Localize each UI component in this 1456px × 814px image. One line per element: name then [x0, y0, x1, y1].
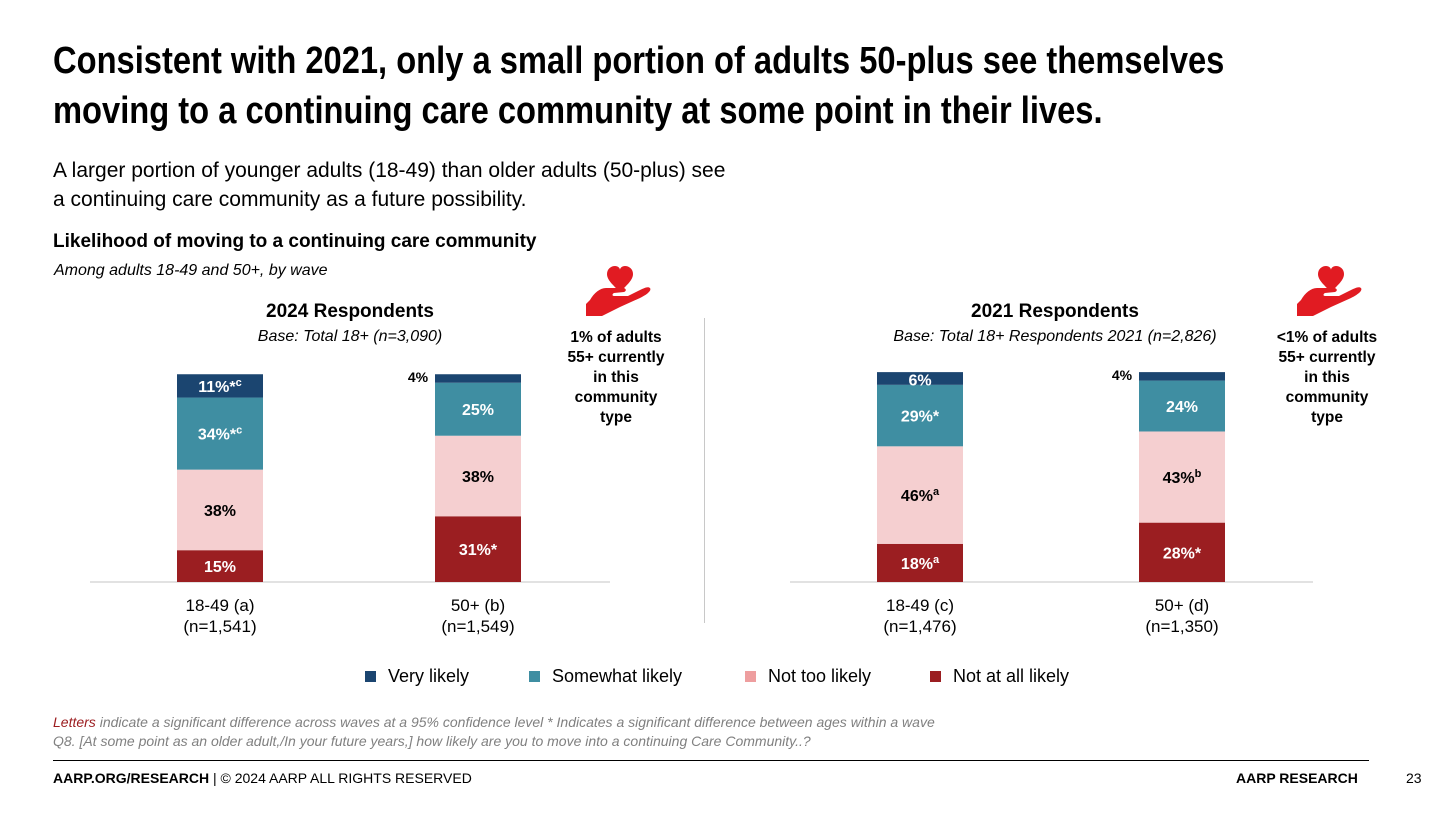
data-label: 25%	[462, 402, 494, 419]
footnote-question: Q8. [At some point as an older adult,/In…	[53, 733, 811, 749]
legend-label: Not too likely	[768, 666, 872, 686]
data-label: 4%	[1112, 367, 1133, 383]
category-n-label: (n=1,476)	[883, 617, 956, 636]
legend-label: Somewhat likely	[552, 666, 683, 686]
category-n-label: (n=1,549)	[441, 617, 514, 636]
legend-item-not-at-all-likely: Not at all likely	[930, 666, 1069, 687]
callout-line: <1% of adults	[1276, 329, 1378, 346]
data-label: 18%a	[901, 554, 940, 573]
data-label: 24%	[1166, 399, 1198, 416]
category-n-label: (n=1,350)	[1145, 617, 1218, 636]
category-n-label: (n=1,541)	[183, 617, 256, 636]
footnote-letters: Letters	[53, 714, 96, 730]
legend-swatch-somewhat-likely	[529, 671, 540, 682]
callout-line: 1% of adults	[570, 329, 662, 346]
data-label: 34%*c	[198, 425, 242, 444]
bar-segment-not-too-likely	[435, 435, 521, 517]
bar-segment-very-likely	[1139, 372, 1225, 381]
chart-2021: 18%a 46%a 29%* 6% 18-49 (c) (n=1,476) 28%* 43%b…	[790, 367, 1313, 636]
bar-segment-very-likely	[177, 374, 263, 398]
data-label: 46%a	[901, 486, 940, 505]
callout-line: type	[1311, 409, 1343, 426]
bar-segment-not-too-likely	[877, 446, 963, 544]
category-label: 18-49 (a)	[186, 596, 255, 615]
data-label: 38%	[204, 503, 236, 520]
data-label: 6%	[908, 372, 931, 389]
chart-subheading: Among adults 18-49 and 50+, by wave	[54, 262, 328, 279]
footnote-significance: Letters indicate a significant differenc…	[53, 714, 935, 730]
callout-line: in this	[1304, 369, 1350, 386]
footer-copyright: AARP.ORG/RESEARCH | © 2024 AARP ALL RIGH…	[53, 770, 472, 786]
data-label: 43%b	[1163, 468, 1202, 487]
bar-segment-not-too-likely	[1139, 431, 1225, 523]
page-subtitle: A larger portion of younger adults (18-4…	[53, 156, 725, 214]
bar-segment-very-likely	[435, 374, 521, 383]
bar-segment-somewhat-likely	[435, 382, 521, 436]
title-line-2: moving to a continuing care community at…	[53, 90, 1103, 132]
callout-line: 55+ currently	[1278, 349, 1376, 366]
footer-rule	[53, 760, 1369, 761]
chart-heading: Likelihood of moving to a continuing car…	[53, 231, 537, 252]
heart-hand-icon	[1297, 266, 1362, 316]
legend-label: Very likely	[388, 666, 470, 686]
data-label: 38%	[462, 469, 494, 486]
callout-line: 55+ currently	[567, 349, 665, 366]
legend-swatch-very-likely	[365, 671, 376, 682]
legend-label: Not at all likely	[953, 666, 1070, 686]
bar-segment-somewhat-likely	[177, 397, 263, 470]
bar-segment-not-at-all-likely	[877, 543, 963, 582]
data-label: 28%*	[1163, 545, 1202, 562]
bar-segment-not-too-likely	[177, 469, 263, 551]
panel-title-2021: 2021 Respondents	[971, 301, 1139, 322]
subtitle-line-2: a continuing care community as a future …	[53, 188, 527, 211]
footnote-significance-text: indicate a significant difference across…	[95, 714, 935, 730]
callout-line: in this	[593, 369, 639, 386]
data-label: 4%	[408, 369, 429, 385]
footer-brand: AARP RESEARCH	[1236, 770, 1358, 786]
callout-line: type	[600, 409, 632, 426]
data-label: 29%*	[901, 409, 940, 426]
panel-title-2024: 2024 Respondents	[266, 301, 434, 322]
page-number: 23	[1406, 770, 1422, 786]
title-line-1: Consistent with 2021, only a small porti…	[53, 40, 1225, 82]
legend-item-somewhat-likely: Somewhat likely	[529, 666, 682, 687]
legend-item-very-likely: Very likely	[365, 666, 469, 687]
callout-2021: <1% of adults 55+ currently in this comm…	[1267, 328, 1387, 428]
bar-segment-not-at-all-likely	[1139, 522, 1225, 582]
category-label: 18-49 (c)	[886, 596, 954, 615]
panel-divider	[704, 318, 705, 623]
heart-hand-icon	[586, 266, 651, 316]
bar-segment-somewhat-likely	[877, 384, 963, 447]
footer-copyright-text: | © 2024 AARP ALL RIGHTS RESERVED	[209, 770, 472, 786]
legend-swatch-not-too-likely	[745, 671, 756, 682]
data-label: 11%*c	[198, 377, 242, 396]
bar-segment-very-likely	[877, 372, 963, 385]
bar-segment-not-at-all-likely	[177, 550, 263, 582]
data-label: 15%	[204, 559, 236, 576]
bar-segment-somewhat-likely	[1139, 380, 1225, 432]
category-label: 50+ (b)	[451, 596, 505, 615]
callout-2024: 1% of adults 55+ currently in this commu…	[556, 328, 676, 428]
category-label: 50+ (d)	[1155, 596, 1209, 615]
footer-site-link[interactable]: AARP.ORG/RESEARCH	[53, 770, 210, 786]
panel-base-2024: Base: Total 18+ (n=3,090)	[257, 328, 443, 345]
subtitle-line-1: A larger portion of younger adults (18-4…	[53, 159, 726, 182]
data-label: 31%*	[459, 542, 498, 559]
bar-segment-not-at-all-likely	[435, 516, 521, 582]
callout-line: community	[1285, 389, 1369, 406]
callout-line: community	[574, 389, 658, 406]
panel-base-2021: Base: Total 18+ Respondents 2021 (n=2,82…	[893, 328, 1217, 345]
legend-item-not-too-likely: Not too likely	[745, 666, 871, 687]
legend-swatch-not-at-all-likely	[930, 671, 941, 682]
page-title: Consistent with 2021, only a small porti…	[53, 36, 1225, 136]
chart-2024: 15% 38% 34%*c 11%*c 18-49 (a) (n=1,541) 31%* 38…	[90, 369, 610, 636]
